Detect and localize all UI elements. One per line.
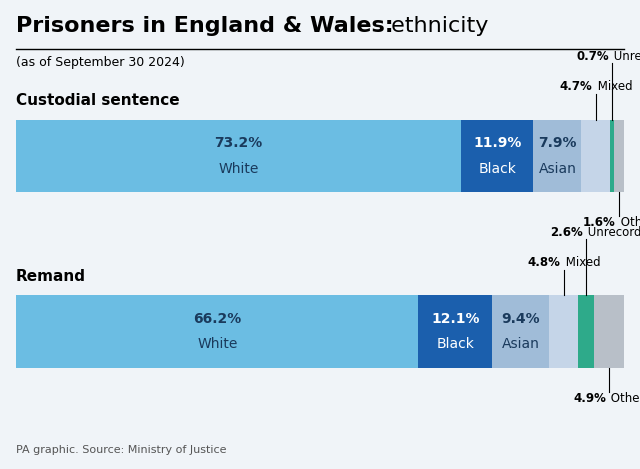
Bar bbox=[461, 120, 533, 192]
Bar bbox=[16, 295, 419, 368]
Bar bbox=[419, 295, 492, 368]
Text: Mixed: Mixed bbox=[594, 80, 632, 93]
Bar bbox=[549, 295, 579, 368]
Text: 12.1%: 12.1% bbox=[431, 312, 479, 326]
Text: Remand: Remand bbox=[16, 269, 86, 284]
Text: 2.6%: 2.6% bbox=[550, 226, 583, 239]
Text: ethnicity: ethnicity bbox=[384, 16, 488, 37]
Text: 73.2%: 73.2% bbox=[214, 136, 262, 150]
Text: 0.7%: 0.7% bbox=[576, 50, 609, 63]
Text: 4.8%: 4.8% bbox=[528, 256, 561, 269]
Bar bbox=[492, 295, 549, 368]
Text: Mixed: Mixed bbox=[562, 256, 600, 269]
Text: Custodial sentence: Custodial sentence bbox=[16, 93, 180, 108]
Bar bbox=[581, 120, 610, 192]
Bar bbox=[594, 295, 624, 368]
Text: Unrecorded/not stated: Unrecorded/not stated bbox=[584, 226, 640, 239]
Bar bbox=[16, 120, 461, 192]
Text: 9.4%: 9.4% bbox=[501, 312, 540, 326]
Bar bbox=[579, 295, 594, 368]
Bar bbox=[533, 120, 581, 192]
Text: 7.9%: 7.9% bbox=[538, 136, 577, 150]
Text: White: White bbox=[197, 338, 237, 351]
Text: White: White bbox=[218, 162, 259, 175]
Text: Unrecorded/not stated: Unrecorded/not stated bbox=[610, 50, 640, 63]
Text: 66.2%: 66.2% bbox=[193, 312, 241, 326]
Text: Asian: Asian bbox=[538, 162, 577, 175]
Text: (as of September 30 2024): (as of September 30 2024) bbox=[16, 56, 185, 69]
Text: Asian: Asian bbox=[502, 338, 540, 351]
Text: 11.9%: 11.9% bbox=[473, 136, 522, 150]
Bar bbox=[610, 120, 614, 192]
Text: Other: Other bbox=[607, 392, 640, 405]
Text: 4.7%: 4.7% bbox=[560, 80, 593, 93]
Text: Black: Black bbox=[436, 338, 474, 351]
Text: 4.9%: 4.9% bbox=[573, 392, 606, 405]
Text: PA graphic. Source: Ministry of Justice: PA graphic. Source: Ministry of Justice bbox=[16, 445, 227, 455]
Text: Prisoners in England & Wales:: Prisoners in England & Wales: bbox=[16, 16, 394, 37]
Text: Other: Other bbox=[617, 216, 640, 229]
Text: 1.6%: 1.6% bbox=[583, 216, 616, 229]
Text: Black: Black bbox=[478, 162, 516, 175]
Bar bbox=[614, 120, 624, 192]
